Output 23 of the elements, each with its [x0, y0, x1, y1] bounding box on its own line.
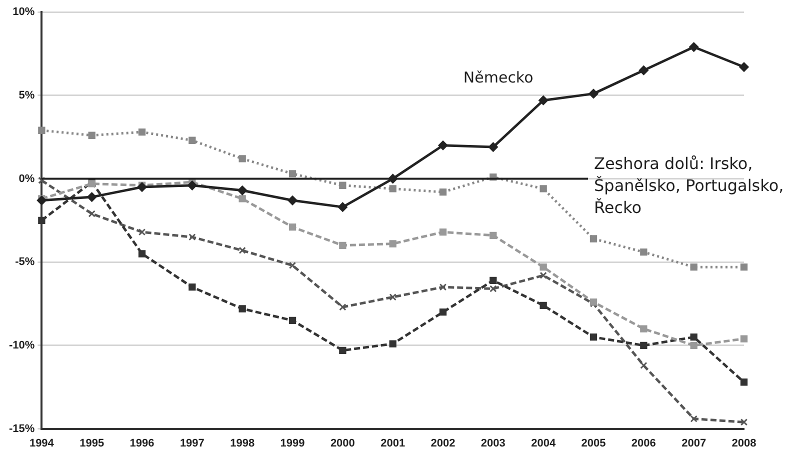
y-tick-label: -5% [15, 256, 35, 268]
x-tick-label: 1994 [29, 437, 55, 450]
series-label: Německo [463, 68, 534, 86]
y-tick-label: 5% [18, 89, 35, 102]
x-tick-label: 1998 [230, 437, 255, 450]
x-tick-label: 1999 [280, 437, 305, 450]
y-tick-label: 0% [18, 172, 35, 185]
x-tick-label: 2001 [380, 437, 406, 450]
x-tick-label: 2007 [682, 437, 706, 450]
x-tick-label: 1996 [130, 437, 154, 450]
x-tick-label: 2008 [732, 437, 756, 450]
x-tick-label: 2003 [480, 437, 506, 450]
x-tick-label: 2006 [631, 437, 656, 450]
ref-line-label: Zeshora dolů: Irsko, Španělsko, Portugalsko, Řecko [594, 154, 784, 217]
x-tick-label: 2004 [531, 437, 556, 450]
y-tick-label: 10% [12, 6, 35, 18]
y-tick-label: -15% [8, 422, 35, 435]
x-tick-label: 2002 [430, 437, 456, 450]
x-tick-label: 1997 [180, 437, 204, 450]
x-tick-label: 2000 [330, 437, 355, 450]
y-tick-label: -10% [8, 339, 35, 352]
x-tick-label: 2005 [581, 437, 606, 450]
x-tick-label: 1995 [80, 437, 104, 450]
